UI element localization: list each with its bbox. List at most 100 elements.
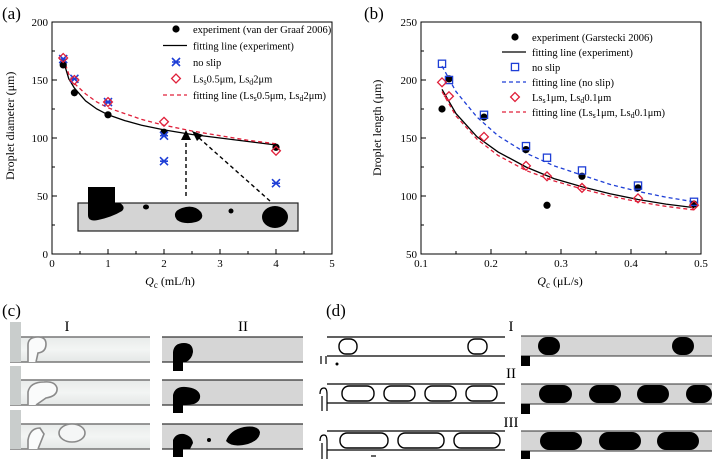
legend-a: experiment (van der Graaf 2006) fitting l…	[163, 25, 332, 103]
legend-label: fitting line (Lss0.5μm, Lsd2μm)	[193, 91, 327, 103]
panel-label-b: (b)	[364, 4, 384, 23]
data-point-s1	[70, 89, 78, 97]
panel-label-d: (d)	[326, 301, 346, 320]
legend-label: fitting line (experiment)	[532, 48, 633, 59]
exp-d-row-3	[319, 430, 505, 459]
x-tick-label: 3	[217, 258, 223, 270]
data-point-s1	[480, 113, 488, 121]
data-point-s1	[438, 105, 446, 113]
sim-d-row-3	[521, 430, 712, 459]
legend-swatch	[510, 62, 520, 72]
panel-label-a: (a)	[2, 4, 21, 23]
legend-label: no slip	[193, 58, 221, 69]
legend-swatch	[511, 33, 519, 41]
data-marks-b	[436, 59, 700, 211]
data-point-s1	[272, 143, 280, 151]
data-point-s3	[270, 145, 282, 157]
data-point-s3	[443, 90, 455, 102]
data-point-s3	[541, 170, 553, 182]
data-marks-a	[57, 52, 282, 188]
legend-swatch	[170, 73, 182, 84]
legend-label: fitting line (experiment)	[193, 42, 294, 53]
label-d-I: I	[509, 319, 514, 335]
x-tick-label: 0.1	[414, 258, 428, 270]
data-point-s2	[271, 178, 281, 188]
panel-label-c: (c)	[2, 301, 21, 320]
sim-d-row-1	[521, 335, 712, 366]
data-point-s3	[436, 77, 448, 88]
exp-image-2	[10, 366, 150, 406]
inset-satellite-drop	[143, 204, 149, 210]
sim-image-2	[162, 379, 303, 413]
x-tick-label: 0	[49, 258, 55, 270]
legend-label: experiment (van der Graaf 2006)	[193, 25, 332, 36]
y-tick-label: 50	[406, 249, 418, 261]
x-tick-label: 0.5	[694, 258, 708, 270]
exp-image-1	[10, 322, 150, 363]
legend-label: Lss0.5μm, Lsd2μm	[193, 75, 272, 87]
arrow-diagonal	[197, 136, 271, 202]
panel-c: (c) I II	[2, 301, 303, 457]
y-tick-label: 50	[37, 191, 49, 203]
y-tick-label: 200	[401, 75, 418, 87]
data-point-s2	[633, 181, 643, 190]
legend-swatch	[172, 25, 180, 33]
legend-label: no slip	[532, 63, 560, 74]
panel-d: (d) I II III	[319, 301, 712, 459]
data-point-s3	[632, 193, 644, 204]
data-point-s1	[543, 201, 551, 209]
y-tick-label: 150	[32, 75, 49, 87]
x-tick-label: 0.4	[624, 258, 638, 270]
x-tick-label: 0.3	[554, 258, 568, 270]
data-point-s2	[159, 131, 169, 141]
x-tick-label: 5	[329, 258, 335, 270]
x-tick-label: 1	[105, 258, 111, 270]
data-point-s3	[102, 96, 114, 108]
data-point-s2	[103, 97, 113, 107]
data-point-s2	[444, 75, 454, 85]
y-tick-label: 150	[401, 133, 418, 145]
data-point-s1	[104, 111, 112, 119]
data-point-s2	[689, 197, 699, 207]
data-point-s3	[158, 116, 170, 128]
data-point-s3	[688, 199, 700, 211]
data-point-s2	[437, 59, 447, 69]
x-tick-label: 0.2	[484, 258, 498, 270]
x-tick-label: 2	[161, 258, 167, 270]
legend-label: Lss1μm, Lsd0.1μm	[532, 93, 611, 105]
data-point-s1	[59, 61, 67, 69]
y-tick-label: 100	[401, 191, 418, 203]
y-axis-label-a: Droplet diameter (μm)	[3, 72, 17, 180]
sim-d-row-2	[521, 383, 712, 414]
inset-droplet-middle	[174, 206, 203, 224]
x-axis-label-b: Qc (μL/s)	[537, 274, 582, 290]
inset-droplet-large	[262, 206, 288, 228]
legend-swatch	[171, 57, 181, 67]
label-d-III: III	[504, 415, 519, 431]
data-point-s3	[576, 182, 588, 194]
fit-curve-1	[441, 88, 695, 209]
data-point-s2	[521, 141, 531, 151]
inset-inlet-block	[88, 187, 115, 203]
exp-image-3	[10, 410, 150, 450]
inset-droplet-forming	[88, 203, 124, 221]
legend-label: experiment (Garstecki 2006)	[532, 33, 653, 44]
sim-image-3	[162, 423, 303, 457]
inset-channel-a	[77, 187, 299, 232]
data-point-s3	[478, 131, 490, 143]
exp-d-row-1	[320, 336, 505, 366]
arrow-diagonal-head	[192, 131, 203, 141]
x-tick-label: 4	[273, 258, 279, 270]
legend-label: fitting line (no slip)	[532, 78, 614, 89]
legend-swatch	[509, 91, 521, 103]
data-point-s2	[159, 156, 169, 166]
exp-d-row-2	[319, 383, 505, 411]
data-point-s2	[577, 166, 587, 175]
fit-curve-3	[441, 91, 695, 211]
legend-label: fitting line (Lss1μm, Lsd0.1μm)	[532, 108, 666, 120]
arrow-vertical-head	[181, 130, 191, 140]
label-c-I: I	[65, 319, 70, 335]
